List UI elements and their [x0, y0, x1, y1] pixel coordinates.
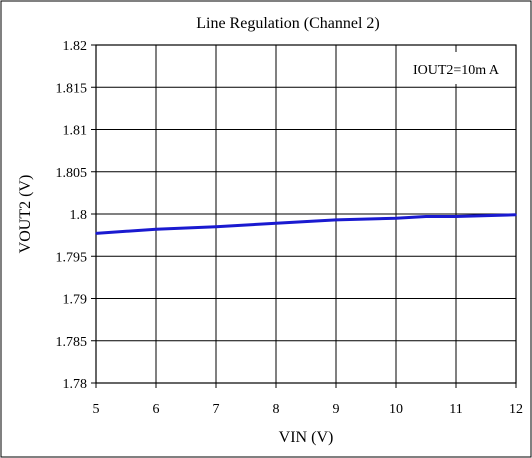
- data-point: [215, 225, 217, 228]
- series-layer: [95, 213, 517, 235]
- x-axis-label: VIN (V): [279, 429, 334, 446]
- x-tick-label: 9: [333, 402, 340, 417]
- data-point: [425, 215, 427, 218]
- data-point: [455, 215, 457, 218]
- chart-title: Line Regulation (Channel 2): [196, 15, 380, 32]
- x-axis: 5 6 7 8 9 10 11 12: [93, 383, 523, 417]
- y-tick-label: 1.82: [63, 39, 88, 54]
- y-tick-label: 1.78: [63, 377, 88, 392]
- y-axis-label: VOUT2 (V): [17, 175, 34, 254]
- x-tick-label: 6: [153, 402, 160, 417]
- legend-annotation: IOUT2=10m A: [413, 63, 500, 78]
- data-point: [515, 214, 517, 216]
- data-point: [95, 232, 97, 235]
- y-tick-label: 1.805: [56, 166, 88, 181]
- data-point: [395, 217, 397, 220]
- data-point: [155, 228, 157, 231]
- x-tick-label: 10: [389, 402, 403, 417]
- data-point: [335, 219, 337, 221]
- x-tick-label: 11: [449, 402, 462, 417]
- y-tick-label: 1.785: [56, 335, 88, 350]
- y-tick-label: 1.8: [70, 208, 88, 223]
- legend-box: IOUT2=10m A: [398, 52, 513, 84]
- y-tick-label: 1.79: [63, 293, 88, 308]
- y-tick-label: 1.795: [56, 250, 88, 265]
- y-tick-label: 1.81: [63, 124, 88, 139]
- data-point: [275, 222, 277, 225]
- y-tick-label: 1.815: [56, 81, 88, 96]
- x-tick-label: 8: [273, 402, 280, 417]
- x-tick-label: 12: [509, 402, 523, 417]
- x-tick-label: 5: [93, 402, 100, 417]
- legend-background: [398, 52, 513, 84]
- x-tick-label: 7: [213, 402, 220, 417]
- y-axis: 1.82 1.815 1.81 1.805 1.8 1.795 1.79 1.785 1.78: [56, 39, 96, 392]
